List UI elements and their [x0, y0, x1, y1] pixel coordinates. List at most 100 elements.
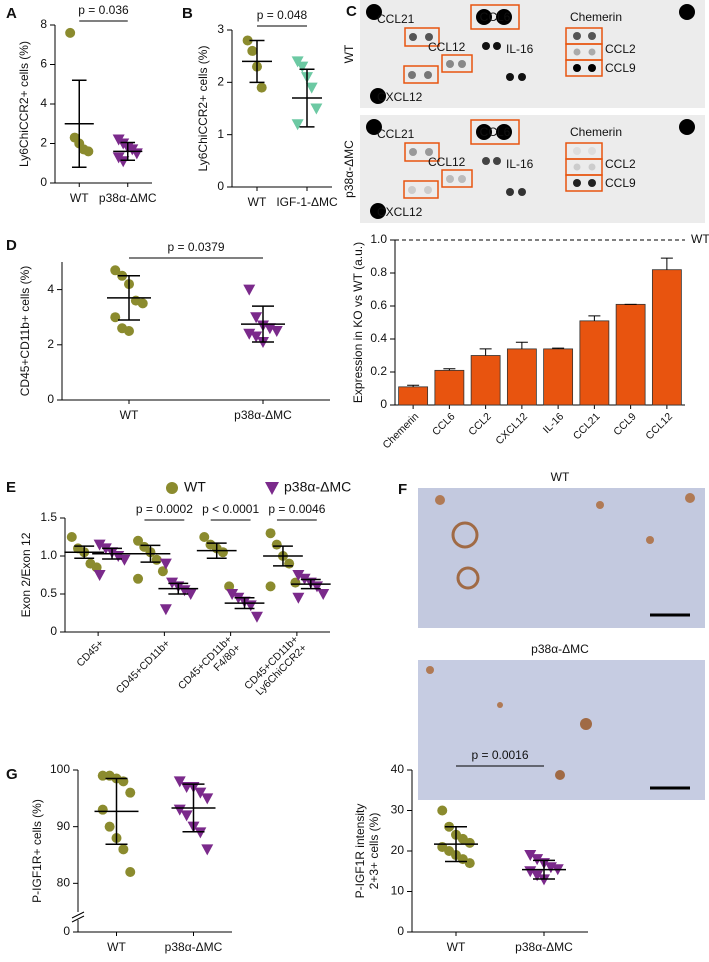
data-point: [137, 298, 148, 309]
panel-letter: E: [6, 479, 16, 496]
data-point: [159, 604, 172, 616]
blot-spot: [458, 175, 466, 183]
x-tick-label: CCL2: [466, 410, 494, 438]
blot-box: [470, 4, 520, 30]
blot-box: [441, 169, 473, 188]
panel-letter: C: [346, 3, 357, 20]
blot-box: [403, 65, 439, 84]
data-point: [265, 581, 276, 592]
stain: [580, 718, 592, 730]
blot-spot: [518, 73, 526, 81]
blot-row-label: p38α-ΔMC: [342, 140, 356, 198]
data-point: [104, 821, 115, 832]
y-tick-label: 8: [40, 17, 47, 31]
spot-label: CCL12: [428, 155, 466, 169]
data-point: [118, 844, 129, 855]
blot-spot: [370, 203, 386, 219]
spot-label: CCL21: [377, 12, 415, 26]
data-point: [124, 326, 134, 336]
p-value: p = 0.048: [257, 8, 308, 22]
blot-spot: [482, 157, 490, 165]
data-point: [110, 312, 121, 323]
bar: [398, 386, 429, 406]
stain: [435, 495, 445, 505]
y-tick-label: 0: [380, 397, 387, 411]
x-tick-label: CCL9: [611, 410, 639, 438]
y-axis-label: Ly6ChiCCR2+ cells (%): [196, 46, 210, 172]
blot-spot: [408, 71, 416, 79]
spot-label: CCL12: [428, 40, 466, 54]
y-tick-label: 80: [57, 876, 71, 890]
blot-spot: [588, 147, 596, 155]
stain: [646, 536, 654, 544]
bar: [615, 303, 646, 406]
x-tick-label: p38α-ΔMC: [99, 191, 157, 205]
data-point: [296, 61, 309, 73]
blot-spot: [573, 32, 581, 40]
blot-spot: [573, 179, 581, 187]
data-point: [125, 867, 136, 877]
error-bar: [479, 348, 492, 356]
data-point: [151, 554, 162, 565]
data-point: [265, 528, 276, 539]
y-axis-label: CD45+CD11b+ cells (%): [18, 266, 32, 397]
stain: [451, 521, 479, 549]
data-point: [97, 804, 108, 815]
error-bar: [443, 368, 456, 371]
data-point: [271, 539, 282, 550]
bar: [579, 320, 610, 406]
data-point: [292, 592, 305, 604]
x-tick-label: Chemerin: [381, 410, 422, 451]
bar: [470, 355, 501, 406]
data-point: [305, 82, 318, 94]
x-tick-label: WT: [248, 195, 267, 209]
data-point: [291, 119, 304, 131]
data-point: [201, 793, 214, 805]
blot-box: [565, 59, 603, 77]
blot-spot: [588, 48, 596, 56]
data-point: [226, 589, 239, 600]
data-point: [97, 770, 108, 781]
y-tick-label: 4: [47, 282, 54, 296]
legend-marker: [166, 482, 178, 494]
error-bar: [445, 825, 467, 863]
blot-spot: [476, 9, 492, 25]
y-tick-label: 6: [40, 57, 47, 71]
data-point: [243, 328, 256, 340]
data-point: [538, 874, 550, 886]
error-bar: [118, 275, 140, 321]
spot-label: IL-16: [506, 157, 534, 171]
y-tick-label: 0.5: [40, 586, 57, 600]
y-tick-label: 1.5: [40, 510, 57, 524]
stain: [596, 501, 604, 509]
y-tick-label: 0: [217, 179, 224, 193]
data-point: [317, 589, 330, 600]
blot-spot: [588, 179, 596, 187]
error-bar: [300, 578, 321, 590]
data-point: [93, 570, 106, 581]
y-tick-label: 100: [50, 762, 70, 776]
blot-box: [403, 180, 439, 199]
panel-letter: G: [6, 766, 18, 783]
data-point: [180, 810, 193, 822]
y-axis-label: Exon 2/Exon 12: [19, 532, 33, 617]
data-point: [464, 837, 475, 848]
x-tick-label: CD45+CD11b+F4/80+: [176, 633, 243, 700]
error-bar: [234, 597, 255, 610]
data-point: [117, 156, 130, 168]
blot-spot: [425, 148, 433, 156]
histology: WT p38α-ΔMC: [418, 470, 705, 800]
y-tick-label: 4: [40, 96, 47, 110]
x-tick-label: IGF-1-ΔMC: [276, 195, 338, 209]
data-point: [194, 827, 207, 839]
bar: [651, 269, 682, 406]
data-point: [250, 312, 263, 324]
y-tick-label: 0.4: [370, 331, 387, 345]
data-point: [159, 558, 172, 570]
y-tick-label: 0.2: [370, 364, 387, 378]
x-tick-label: WT: [70, 191, 89, 205]
histology-label: p38α-ΔMC: [531, 642, 589, 656]
error-bar: [105, 777, 128, 845]
blot-image: [360, 0, 705, 108]
